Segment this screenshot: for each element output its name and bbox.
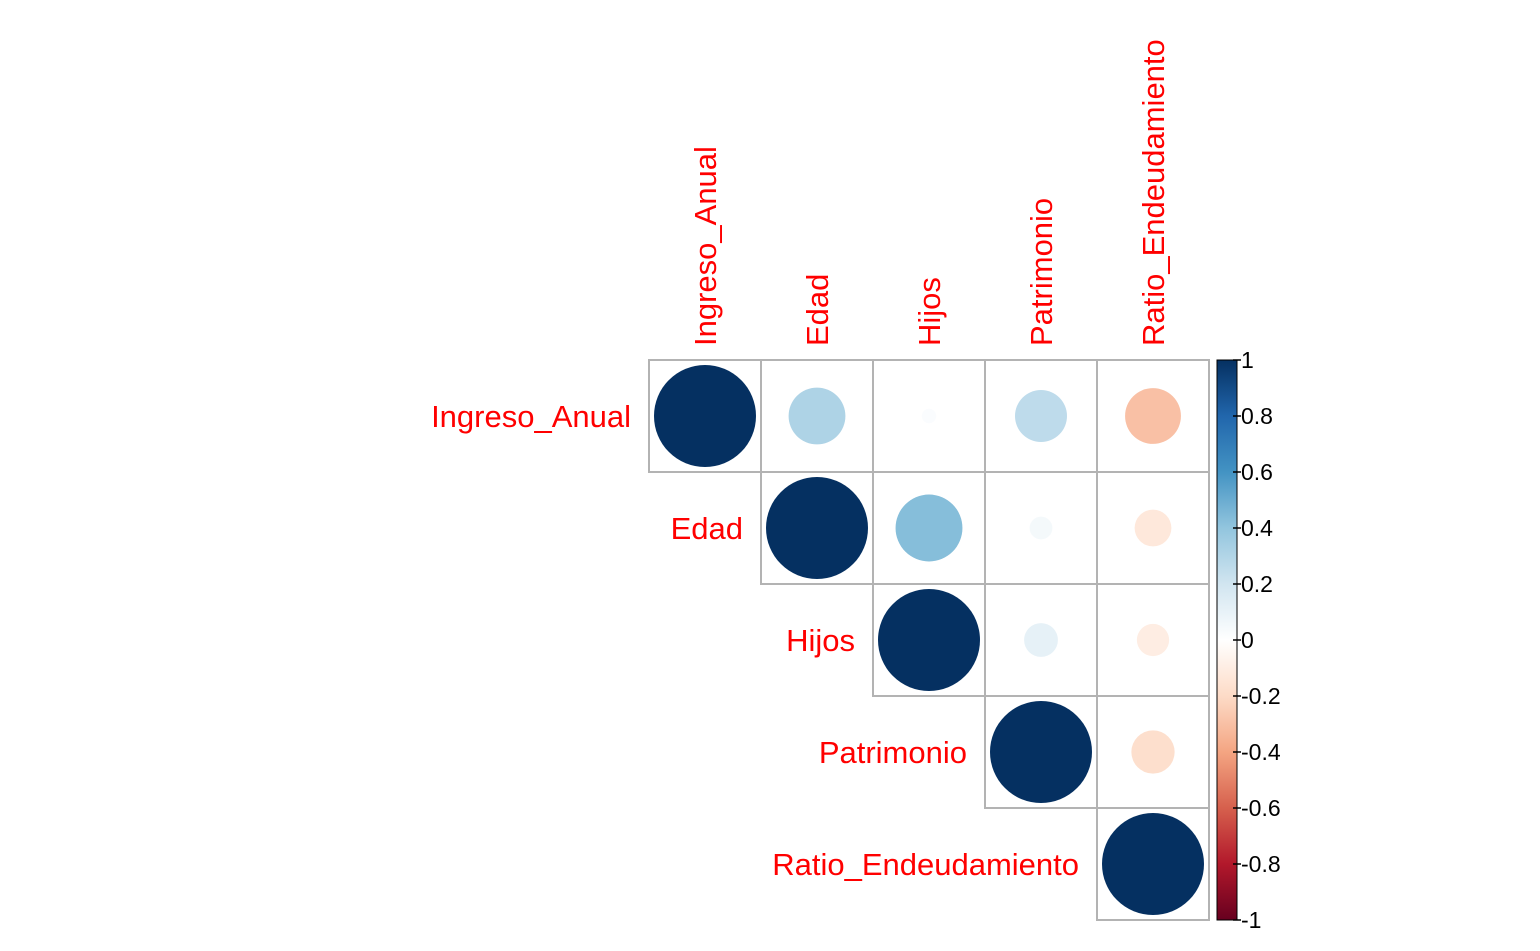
col-label-Hijos: Hijos	[912, 277, 947, 346]
legend-tick-label: 0.2	[1241, 571, 1273, 597]
row-label-Ingreso_Anual: Ingreso_Anual	[431, 399, 631, 434]
corr-circle-Ingreso_Anual-Hijos	[921, 408, 937, 424]
row-label-Ratio_Endeudamiento: Ratio_Endeudamiento	[772, 847, 1079, 882]
corr-circle-Ingreso_Anual-Ratio_Endeudamiento	[1125, 388, 1181, 444]
corr-circle-Edad-Hijos	[895, 494, 963, 562]
legend-tick-label: 1	[1241, 347, 1254, 373]
grid-layer	[648, 359, 1210, 921]
legend-tick-label: -1	[1241, 907, 1261, 933]
legend-ticks: 1 0.8 0.6 0.4 0.2 0 -0.2 -0.4 -0.6 -0.8 -1	[1233, 347, 1281, 933]
circle-layer	[654, 365, 1204, 915]
col-label-Patrimonio: Patrimonio	[1024, 198, 1059, 346]
color-legend: 1 0.8 0.6 0.4 0.2 0 -0.2 -0.4 -0.6 -0.8 -1	[1216, 347, 1281, 933]
row-label-Hijos: Hijos	[786, 623, 855, 658]
legend-tick-label: 0	[1241, 627, 1254, 653]
legend-tick-label: -0.4	[1241, 739, 1281, 765]
col-label-Ratio_Endeudamiento: Ratio_Endeudamiento	[1136, 39, 1171, 346]
legend-tick-label: -0.6	[1241, 795, 1281, 821]
corr-circle-Edad-Ratio_Endeudamiento	[1134, 509, 1172, 547]
legend-tick-label: 0.6	[1241, 459, 1273, 485]
legend-tick-label: 0.4	[1241, 515, 1273, 541]
corr-circle-Ratio_Endeudamiento-Ratio_Endeudamiento	[1102, 813, 1204, 915]
corr-circle-Ingreso_Anual-Patrimonio	[1015, 390, 1067, 442]
corr-circle-Hijos-Hijos	[878, 589, 980, 691]
corr-circle-Edad-Patrimonio	[1029, 516, 1053, 540]
label-layer: Ingreso_Anual Edad Hijos Patrimonio Ratio_En…	[431, 39, 1171, 882]
corr-circle-Patrimonio-Ratio_Endeudamiento	[1131, 730, 1175, 774]
corr-circle-Ingreso_Anual-Ingreso_Anual	[654, 365, 756, 467]
corr-circle-Patrimonio-Patrimonio	[990, 701, 1092, 803]
col-label-Ingreso_Anual: Ingreso_Anual	[688, 146, 723, 346]
corr-circle-Hijos-Ratio_Endeudamiento	[1136, 623, 1170, 657]
row-label-Patrimonio: Patrimonio	[819, 735, 967, 770]
cell-Ratio_Endeudamiento-Ratio_Endeudamiento	[1096, 807, 1210, 921]
legend-tick-label: -0.8	[1241, 851, 1281, 877]
corr-circle-Hijos-Patrimonio	[1024, 623, 1058, 657]
legend-tick-label: 0.8	[1241, 403, 1273, 429]
legend-tick-label: -0.2	[1241, 683, 1281, 709]
row-label-Edad: Edad	[671, 511, 743, 546]
corr-circle-Edad-Edad	[766, 477, 868, 579]
col-label-Edad: Edad	[800, 274, 835, 346]
corr-circle-Ingreso_Anual-Edad	[788, 387, 846, 445]
